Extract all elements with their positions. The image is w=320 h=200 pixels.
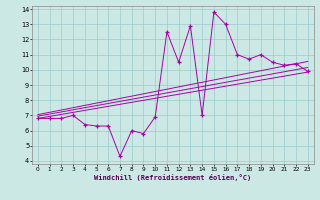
X-axis label: Windchill (Refroidissement éolien,°C): Windchill (Refroidissement éolien,°C) [94, 174, 252, 181]
